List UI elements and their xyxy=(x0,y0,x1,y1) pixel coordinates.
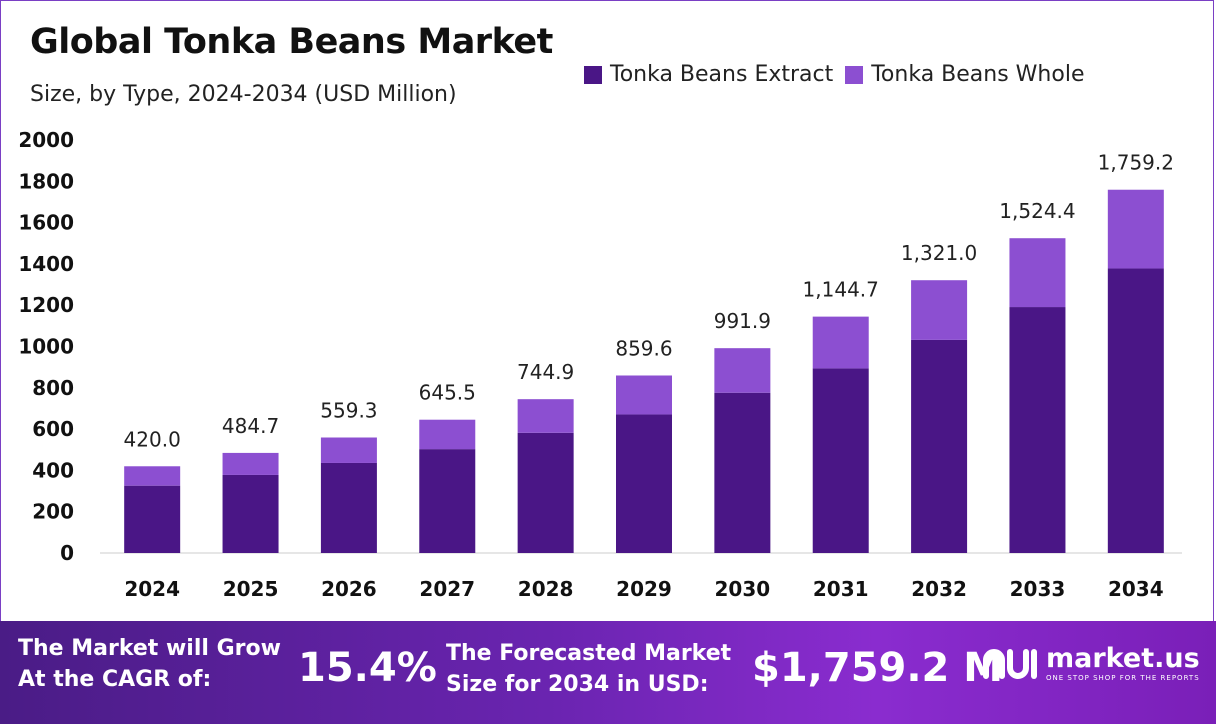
y-tick-label: 1600 xyxy=(18,211,74,235)
bar-total-label: 744.9 xyxy=(517,360,574,384)
y-tick-label: 200 xyxy=(32,500,74,524)
y-tick-label: 1800 xyxy=(18,169,74,193)
legend-item-whole: Tonka Beans Whole xyxy=(845,62,1084,87)
bar-extract xyxy=(616,414,672,553)
bar-total-label: 484.7 xyxy=(222,414,279,438)
x-tick-label: 2026 xyxy=(321,577,377,601)
y-tick-label: 1400 xyxy=(18,252,74,276)
bar-extract xyxy=(1107,268,1164,553)
bar-whole xyxy=(419,419,476,450)
bar-extract xyxy=(320,462,377,553)
x-tick-label: 2034 xyxy=(1108,577,1164,601)
bar-extract xyxy=(911,339,968,553)
brand-tagline: ONE STOP SHOP FOR THE REPORTS xyxy=(1046,674,1200,682)
bar-total-label: 1,524.4 xyxy=(999,199,1075,223)
cagr-value: 15.4% xyxy=(298,645,437,691)
x-tick-label: 2025 xyxy=(223,577,279,601)
brand-logo-icon xyxy=(983,649,1037,679)
forecast-value: $1,759.2 M xyxy=(752,645,1004,691)
forecast-label-line2: Size for 2034 in USD: xyxy=(446,672,709,697)
legend-item-extract: Tonka Beans Extract xyxy=(584,62,833,87)
y-tick-label: 400 xyxy=(32,458,74,482)
bar-whole xyxy=(320,437,377,463)
x-tick-label: 2029 xyxy=(616,577,672,601)
y-tick-label: 1200 xyxy=(18,293,74,317)
x-tick-label: 2024 xyxy=(124,577,180,601)
chart-subtitle: Size, by Type, 2024-2034 (USD Million) xyxy=(30,82,457,107)
bar-chart: 0 200 400 600 800 1000 1200 1400 1600 1800 2000 420… xyxy=(18,128,1182,601)
bar-total-label: 420.0 xyxy=(124,427,181,451)
bar-whole xyxy=(517,399,574,433)
cagr-label-line1: The Market will Grow xyxy=(18,636,281,661)
y-tick-label: 800 xyxy=(32,376,74,400)
bar-total-label: 559.3 xyxy=(320,399,377,423)
bar-extract xyxy=(1009,307,1066,553)
bar-whole xyxy=(812,316,869,369)
legend-label-extract: Tonka Beans Extract xyxy=(610,62,834,87)
y-tick-label: 0 xyxy=(60,541,74,565)
bar-whole xyxy=(616,375,672,415)
bar-extract xyxy=(812,368,869,553)
bar-whole xyxy=(222,452,279,475)
bar-total-label: 645.5 xyxy=(419,381,476,405)
bar-extract xyxy=(714,392,771,553)
bar-total-label: 1,759.2 xyxy=(1098,151,1174,175)
legend-label-whole: Tonka Beans Whole xyxy=(871,62,1085,87)
x-tick-label: 2032 xyxy=(911,577,967,601)
footer-banner: The Market will Grow At the CAGR of: 15.… xyxy=(0,621,1216,724)
legend-swatch-extract xyxy=(584,65,602,84)
bar-extract xyxy=(222,474,279,553)
legend: Tonka Beans Extract Tonka Beans Whole xyxy=(584,62,1084,87)
legend-swatch-whole xyxy=(845,65,864,84)
x-tick-label: 2027 xyxy=(419,577,475,601)
brand[interactable]: market.us ONE STOP SHOP FOR THE REPORTS xyxy=(982,645,1200,683)
bar-extract xyxy=(517,432,574,553)
forecast-label-line1: The Forecasted Market xyxy=(446,641,732,666)
bar-total-label: 1,144.7 xyxy=(803,278,879,302)
x-tick-label: 2033 xyxy=(1010,577,1066,601)
bar-whole xyxy=(124,466,181,486)
chart-title: Global Tonka Beans Market xyxy=(30,22,553,62)
y-tick-label: 600 xyxy=(32,417,74,441)
bar-total-label: 991.9 xyxy=(714,309,771,333)
brand-name: market.us xyxy=(1046,643,1200,674)
bar-whole xyxy=(911,280,968,340)
cagr-label-line2: At the CAGR of: xyxy=(18,667,212,692)
bar-total-label: 1,321.0 xyxy=(901,241,977,265)
bar-extract xyxy=(124,485,181,553)
y-tick-label: 2000 xyxy=(18,128,74,152)
bar-whole xyxy=(714,348,771,393)
x-tick-label: 2028 xyxy=(518,577,574,601)
x-tick-label: 2030 xyxy=(715,577,771,601)
bar-whole xyxy=(1107,189,1164,269)
bar-total-label: 859.6 xyxy=(615,336,672,360)
x-tick-label: 2031 xyxy=(813,577,869,601)
bar-whole xyxy=(1009,238,1066,308)
bar-extract xyxy=(419,449,476,553)
y-tick-label: 1000 xyxy=(18,335,74,359)
